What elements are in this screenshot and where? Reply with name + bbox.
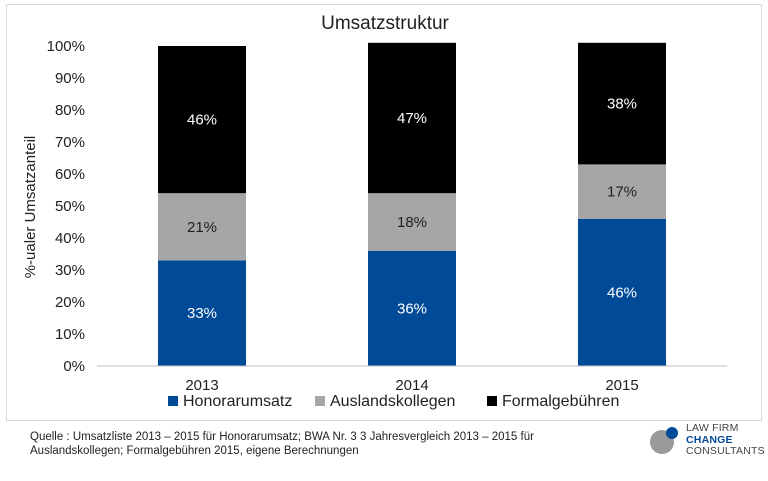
- bar-segment: [578, 42, 666, 165]
- chart-title: Umsatzstruktur: [321, 13, 449, 34]
- stacked-bar-chart: Umsatzstruktur 0% 10% 20% 30% 40% 50% 60% 70% 80…: [22, 13, 727, 410]
- y-tick-label: 10%: [55, 326, 85, 343]
- x-tick-label: 2015: [605, 377, 638, 394]
- bar-segment: [368, 42, 456, 194]
- company-logo: LAW FIRM CHANGE CONSULTANTS: [648, 422, 766, 463]
- y-axis-label: %-ualer Umsatzanteil: [22, 136, 39, 279]
- data-label: 47%: [397, 110, 427, 127]
- y-axis: 0% 10% 20% 30% 40% 50% 60% 70% 80% 90% 100%: [47, 38, 85, 375]
- circles-logo-icon: [650, 427, 678, 454]
- y-tick-label: 80%: [55, 102, 85, 119]
- y-tick-label: 70%: [55, 134, 85, 151]
- bars: 33% 21% 46% 36% 18% 47% 46% 17% 38%: [158, 42, 666, 366]
- logo-line-2: CHANGE: [686, 433, 733, 446]
- data-label: 21%: [187, 219, 217, 236]
- data-label: 46%: [187, 112, 217, 129]
- legend-swatch: [168, 396, 178, 406]
- bar-segment: [368, 250, 456, 366]
- bar-segment: [158, 46, 246, 194]
- bar-segment: [578, 164, 666, 219]
- y-tick-label: 30%: [55, 262, 85, 279]
- bar-segment: [158, 193, 246, 261]
- logo-text: LAW FIRM CHANGE CONSULTANTS: [686, 422, 765, 458]
- y-tick-label: 100%: [47, 38, 85, 55]
- legend-swatch: [315, 396, 325, 406]
- source-note: Quelle : Umsatzliste 2013 – 2015 für Hon…: [30, 431, 534, 457]
- bar-segment: [578, 218, 666, 366]
- legend: Honorarumsatz Auslandskollegen Formalgebüh…: [168, 393, 619, 410]
- bar-segment: [368, 193, 456, 251]
- y-tick-label: 0%: [63, 358, 85, 375]
- y-tick-label: 90%: [55, 70, 85, 87]
- legend-label: Auslandskollegen: [330, 393, 455, 410]
- y-tick-label: 20%: [55, 294, 85, 311]
- data-label: 38%: [607, 96, 637, 113]
- x-tick-label: 2014: [395, 377, 428, 394]
- data-label: 17%: [607, 184, 637, 201]
- x-axis: 2013 2014 2015: [97, 365, 727, 394]
- x-tick-label: 2013: [185, 377, 218, 394]
- data-label: 33%: [187, 305, 217, 322]
- legend-label: Formalgebühren: [502, 393, 619, 410]
- chart-frame: Umsatzstruktur 0% 10% 20% 30% 40% 50% 60% 70% 80…: [6, 4, 762, 421]
- y-tick-label: 40%: [55, 230, 85, 247]
- y-tick-label: 50%: [55, 198, 85, 215]
- legend-swatch: [487, 396, 497, 406]
- logo-line-3: CONSULTANTS: [686, 445, 765, 457]
- data-label: 18%: [397, 214, 427, 231]
- data-label: 36%: [397, 300, 427, 317]
- legend-label: Honorarumsatz: [183, 393, 292, 410]
- bar-segment: [158, 260, 246, 366]
- y-tick-label: 60%: [55, 166, 85, 183]
- logo-line-1: LAW FIRM: [686, 422, 739, 434]
- data-label: 46%: [607, 284, 637, 301]
